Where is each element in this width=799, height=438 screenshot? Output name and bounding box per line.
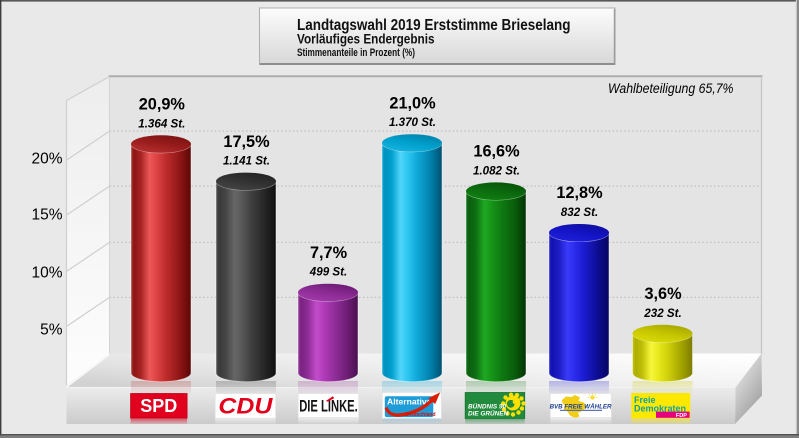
svg-text:Stimmenanteile in Prozent (%): Stimmenanteile in Prozent (%) xyxy=(297,47,415,59)
svg-text:7,7%: 7,7% xyxy=(310,244,348,262)
svg-text:Demokraten: Demokraten xyxy=(634,404,686,414)
svg-text:DIE GRÜNEN: DIE GRÜNEN xyxy=(468,408,509,417)
svg-text:20%: 20% xyxy=(31,151,62,168)
svg-text:Vorläufiges Endergebnis: Vorläufiges Endergebnis xyxy=(297,31,435,46)
svg-text:10%: 10% xyxy=(31,265,62,282)
svg-text:BÜNDNIS 90: BÜNDNIS 90 xyxy=(468,401,506,410)
svg-text:FDP: FDP xyxy=(676,413,687,419)
svg-text:3,6%: 3,6% xyxy=(644,285,682,303)
svg-text:12,8%: 12,8% xyxy=(556,184,603,202)
svg-text:21,0%: 21,0% xyxy=(389,94,436,112)
svg-text:20,9%: 20,9% xyxy=(139,96,186,114)
svg-text:499 St.: 499 St. xyxy=(309,266,347,279)
svg-text:Deutschland: Deutschland xyxy=(406,412,436,418)
svg-text:15%: 15% xyxy=(31,207,62,224)
svg-text:232 St.: 232 St. xyxy=(643,307,681,320)
svg-text:17,5%: 17,5% xyxy=(223,133,270,151)
svg-text:Landtagswahl 2019 Erststimme B: Landtagswahl 2019 Erststimme Brieselang xyxy=(297,17,571,34)
svg-text:5%: 5% xyxy=(40,322,63,339)
svg-text:DIE LINKE.: DIE LINKE. xyxy=(299,397,358,416)
svg-text:SPD: SPD xyxy=(140,396,177,416)
svg-text:Wahlbeteiligung 65,7%: Wahlbeteiligung 65,7% xyxy=(608,81,734,96)
svg-text:Alternative: Alternative xyxy=(387,397,432,407)
svg-text:Freie: Freie xyxy=(634,395,656,405)
svg-text:BVB FREIE WÄHLER: BVB FREIE WÄHLER xyxy=(550,404,612,411)
svg-text:1.082 St.: 1.082 St. xyxy=(473,164,520,177)
svg-text:832 St.: 832 St. xyxy=(561,206,598,219)
svg-text:1.141 St.: 1.141 St. xyxy=(223,155,270,168)
svg-text:16,6%: 16,6% xyxy=(473,143,520,161)
svg-text:1.370 St.: 1.370 St. xyxy=(389,116,436,129)
svg-text:1.364 St.: 1.364 St. xyxy=(138,117,185,130)
svg-text:CDU: CDU xyxy=(218,393,273,418)
